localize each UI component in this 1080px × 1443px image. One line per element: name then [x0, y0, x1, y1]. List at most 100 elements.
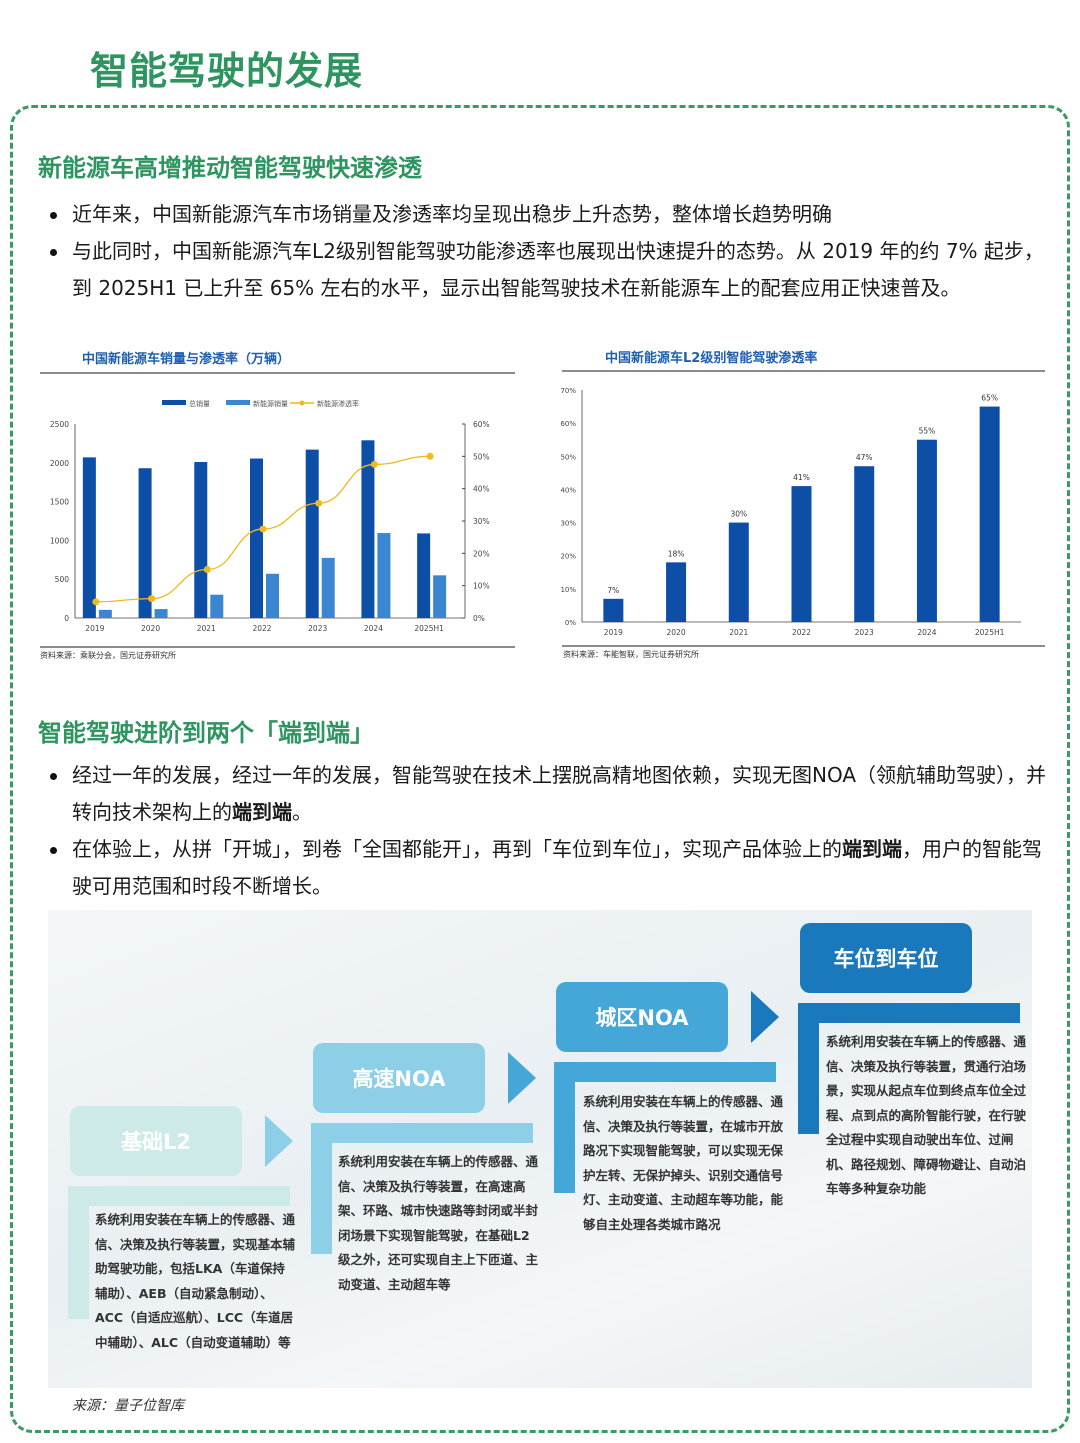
bracket-bar — [554, 1062, 575, 1193]
bar-l2-penetration — [791, 486, 812, 622]
stage-description: 系统利用安装在车辆上的传感器、通信、决策及执行等装置，在高速高架、环路、城市快速… — [338, 1154, 539, 1292]
x-tick-label: 2024 — [364, 624, 383, 633]
bullet-item: 经过一年的发展，经过一年的发展，智能驾驶在技术上摆脱高精地图依赖，实现无图NOA… — [48, 757, 1048, 831]
bracket-bar — [311, 1123, 533, 1143]
diagram-source: 来源：量子位智库 — [72, 1398, 184, 1414]
x-tick-label: 2023 — [855, 628, 874, 637]
penetration-point — [148, 595, 156, 603]
section-heading-nev: 新能源车高增推动智能驾驶快速渗透 — [38, 154, 422, 182]
bullet-item: 近年来，中国新能源汽车市场销量及渗透率均呈现出稳步上升态势，整体增长趋势明确 — [48, 196, 1048, 233]
l2-penetration-chart: 中国新能源车L2级别智能驾驶渗透率 0% 10% 20% 30% 40% 50% 60% 70%… — [560, 350, 1045, 659]
data-label: 55% — [919, 427, 936, 436]
arrow-right-icon — [265, 1115, 293, 1167]
data-label: 7% — [607, 586, 619, 595]
y-tick-right: 40% — [473, 485, 490, 494]
chart-source: 资料来源：车能智联，国元证券研究所 — [563, 649, 699, 659]
x-tick-label: 2021 — [197, 624, 216, 633]
bar-nev-sales — [377, 533, 391, 618]
stage-description: 系统利用安装在车辆上的传感器、通信、决策及执行等装置，实现基本辅助驾驶功能，包括… — [95, 1212, 296, 1350]
bracket-bar — [798, 1003, 1020, 1023]
page-title: 智能驾驶的发展 — [90, 49, 364, 93]
chart-title: 中国新能源车销量与渗透率（万辆） — [82, 351, 290, 367]
bracket-bar — [798, 1003, 819, 1134]
y-tick-left: 0 — [64, 614, 69, 623]
x-tick-label: 2022 — [252, 624, 271, 633]
bold-keyword: 端到端 — [842, 837, 902, 861]
y-tick-right: 30% — [473, 517, 490, 526]
x-tick-label: 2020 — [141, 624, 160, 633]
bullet-item: 与此同时，中国新能源汽车L2级别智能驾驶功能渗透率也展现出快速提升的态势。从 2… — [48, 233, 1048, 307]
bar-l2-penetration — [603, 598, 624, 622]
y-tick-label: 0% — [565, 619, 576, 627]
data-label: 65% — [981, 394, 998, 403]
bold-keyword: 端到端 — [232, 800, 292, 824]
y-tick-right: 60% — [473, 420, 490, 429]
y-tick-left: 2000 — [50, 459, 69, 468]
bullet-item: 在体验上，从拼「开城」，到卷「全国都能开」，再到「车位到车位」，实现产品体验上的… — [48, 831, 1048, 905]
y-tick-label: 50% — [560, 453, 576, 461]
x-tick-label: 2023 — [308, 624, 327, 633]
bar-l2-penetration — [916, 439, 937, 622]
y-tick-label: 70% — [560, 387, 576, 395]
bar-total-sales — [194, 462, 208, 618]
stage-parking-to-parking: 车位到车位 — [800, 923, 972, 993]
bracket-bar — [68, 1186, 89, 1319]
bar-l2-penetration — [979, 406, 1000, 622]
bar-total-sales — [417, 533, 431, 618]
y-tick-left: 500 — [55, 575, 70, 584]
nev-sales-chart: 中国新能源车销量与渗透率（万辆） 总销量 新能源销量 新能源渗透率 0 500 1000 15… — [40, 351, 515, 660]
chart-source: 资料来源：乘联分会，国元证券研究所 — [40, 650, 176, 660]
stage-basic-l2: 基础L2 — [70, 1106, 242, 1176]
y-tick-label: 40% — [560, 486, 576, 494]
bar-nev-sales — [210, 594, 224, 618]
legend-label: 新能源渗透率 — [317, 399, 359, 408]
bar-total-sales — [138, 468, 152, 618]
stage-urban-noa: 城区NOA — [556, 982, 728, 1052]
bar-total-sales — [250, 458, 263, 618]
bullet-list-e2e: 经过一年的发展，经过一年的发展，智能驾驶在技术上摆脱高精地图依赖，实现无图NOA… — [48, 757, 1048, 905]
bar-l2-penetration — [854, 466, 875, 622]
x-tick-label: 2022 — [792, 628, 811, 637]
data-label: 30% — [730, 510, 747, 519]
penetration-point — [315, 499, 323, 507]
y-tick-left: 1500 — [50, 498, 69, 507]
bar-l2-penetration — [666, 562, 687, 622]
y-tick-label: 60% — [560, 420, 576, 428]
content-frame — [10, 105, 1070, 1433]
stage-description: 系统利用安装在车辆上的传感器、通信、决策及执行等装置，在城市开放路况下实现智能驾… — [583, 1094, 784, 1232]
legend-swatch — [226, 400, 250, 405]
bar-total-sales — [361, 440, 375, 618]
bar-total-sales — [82, 457, 96, 618]
bar-nev-sales — [154, 609, 168, 618]
data-label: 18% — [668, 549, 685, 558]
stage-description: 系统利用安装在车辆上的传感器、通信、决策及执行等装置，贯通行泊场景，实现从起点车… — [826, 1034, 1027, 1196]
legend-swatch — [162, 400, 186, 405]
stage-highway-noa: 高速NOA — [313, 1043, 485, 1113]
y-tick-right: 0% — [473, 614, 485, 623]
bar-nev-sales — [98, 609, 112, 618]
autonomy-stages-diagram: 基础L2 系统利用安装在车辆上的传感器、通信、决策及执行等装置，实现基本辅助驾驶功… — [48, 910, 1032, 1388]
bar-nev-sales — [433, 575, 447, 618]
y-tick-label: 10% — [560, 586, 576, 594]
data-label: 41% — [793, 473, 810, 482]
y-tick-label: 20% — [560, 553, 576, 561]
x-tick-label: 2025H1 — [414, 624, 444, 633]
penetration-point — [426, 452, 434, 460]
data-label: 47% — [856, 453, 873, 462]
x-tick-label: 2019 — [85, 624, 104, 633]
bar-nev-sales — [321, 557, 335, 618]
y-tick-right: 50% — [473, 452, 490, 461]
arrow-right-icon — [751, 991, 779, 1043]
penetration-point — [259, 525, 267, 533]
section-heading-e2e: 智能驾驶进阶到两个「端到端」 — [38, 719, 374, 747]
x-tick-label: 2025H1 — [975, 628, 1005, 637]
bracket-bar — [554, 1062, 776, 1082]
bullet-list-nev: 近年来，中国新能源汽车市场销量及渗透率均呈现出稳步上升态势，整体增长趋势明确 与… — [48, 196, 1048, 307]
penetration-point — [370, 460, 378, 468]
legend-label: 总销量 — [189, 399, 210, 408]
legend-label: 新能源销量 — [253, 399, 288, 408]
x-tick-label: 2024 — [917, 628, 936, 637]
bracket-bar — [311, 1123, 332, 1254]
x-tick-label: 2020 — [667, 628, 686, 637]
y-tick-left: 1000 — [50, 536, 69, 545]
